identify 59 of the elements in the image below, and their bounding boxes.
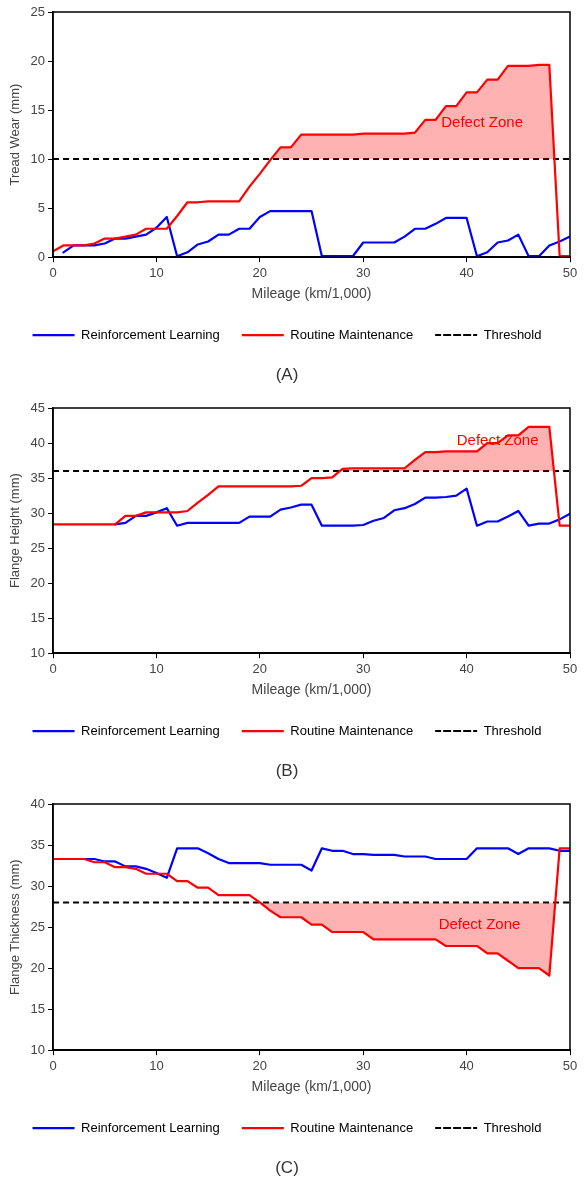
y-tick-label: 15 (30, 609, 46, 625)
x-tick-label: 50 (562, 660, 578, 676)
y-tick-label: 30 (30, 504, 46, 520)
text: (C) (275, 1158, 299, 1178)
x-tick-label: 10 (149, 1057, 164, 1073)
y-tick-label: 30 (30, 877, 46, 893)
x-tick-label: 40 (459, 1057, 474, 1073)
x-tick-label: 30 (355, 1057, 371, 1073)
x-tick-label: 0 (49, 660, 57, 676)
text: (A) (275, 365, 299, 385)
y-tick-label: 10 (30, 644, 46, 660)
legend-label: Reinforcement Learning (81, 722, 220, 738)
y-tick-label: 25 (30, 918, 46, 934)
legend-label: Threshold (483, 326, 542, 342)
legend-label: Routine Maintenance (290, 326, 414, 342)
legend-label: Threshold (483, 722, 542, 738)
y-tick-label: 25 (30, 539, 46, 555)
y-tick-label: 40 (30, 434, 46, 450)
legend-label: Threshold (483, 1119, 542, 1135)
x-tick-label: 10 (149, 264, 164, 280)
x-axis-title: Mileage (km/1,000) (251, 1078, 372, 1095)
y-tick-label: 45 (30, 399, 46, 415)
x-tick-label: 30 (355, 660, 371, 676)
annotation: Defect Zone (438, 915, 521, 933)
y-tick-label: 35 (30, 469, 46, 485)
x-axis-title: Mileage (km/1,000) (251, 681, 372, 698)
x-tick-label: 20 (252, 264, 268, 280)
y-tick-label: 15 (30, 1000, 46, 1016)
y-tick-label: 20 (30, 52, 46, 68)
y-tick-label: 35 (30, 836, 46, 852)
x-tick-label: 40 (459, 660, 474, 676)
y-tick-label: 10 (30, 150, 46, 166)
y-tick-label: 15 (30, 101, 46, 117)
x-tick-label: 20 (252, 1057, 268, 1073)
y-tick-label: 10 (30, 1041, 46, 1057)
legend-label: Reinforcement Learning (81, 326, 220, 342)
legend-label: Reinforcement Learning (81, 1119, 220, 1135)
x-tick-label: 50 (562, 1057, 578, 1073)
x-tick-label: 30 (355, 264, 371, 280)
y-tick-label: 20 (30, 574, 46, 590)
x-tick-label: 10 (149, 660, 164, 676)
y-tick-label: 20 (30, 959, 46, 975)
annotation: Defect Zone (441, 112, 523, 130)
y-tick-label: 40 (30, 795, 46, 811)
legend-label: Routine Maintenance (290, 722, 414, 738)
y-tick-label: 5 (37, 199, 46, 215)
x-tick-label: 50 (562, 264, 578, 280)
x-axis-title: Mileage (km/1,000) (251, 285, 372, 302)
y-axis-title: Tread Wear (mm) (7, 83, 23, 186)
legend-label: Routine Maintenance (290, 1119, 414, 1135)
y-tick-label: 0 (37, 248, 46, 264)
x-tick-label: 0 (49, 1057, 57, 1073)
y-tick-label: 25 (30, 3, 46, 19)
x-tick-label: 0 (49, 264, 57, 280)
x-tick-label: 20 (252, 660, 268, 676)
y-axis-title: Flange Thickness (mm) (7, 859, 23, 995)
x-tick-label: 40 (459, 264, 474, 280)
text: (B) (275, 761, 299, 781)
y-axis-title: Flange Height (mm) (7, 473, 23, 589)
